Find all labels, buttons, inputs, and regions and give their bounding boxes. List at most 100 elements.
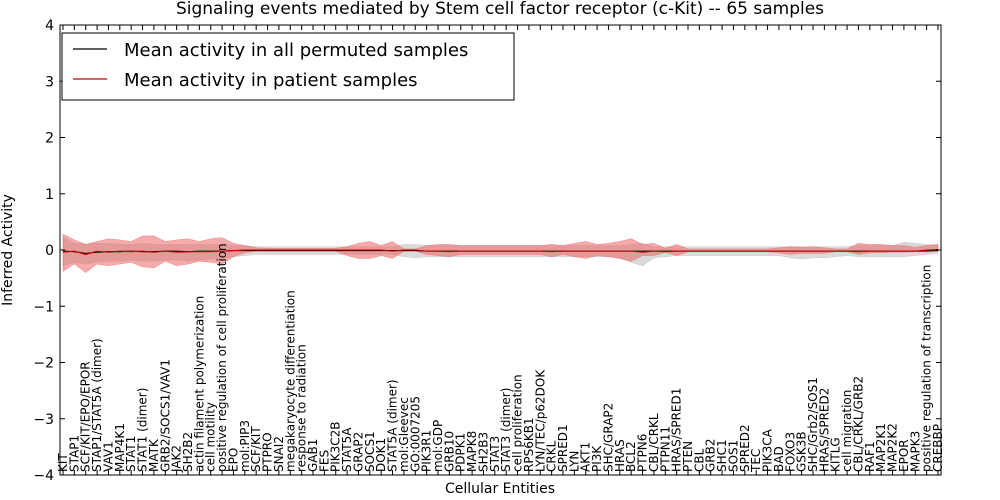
x-tick-label: HRAS/SPRED2 <box>817 388 831 472</box>
y-tick-label: 4 <box>45 18 54 34</box>
x-tick-label: cell migration <box>840 390 854 472</box>
y-tick-label: −2 <box>33 356 54 372</box>
x-tick-label: PTPRO <box>261 432 275 472</box>
x-tick-label: mol:PIP3 <box>238 420 252 472</box>
x-tick-label: PTPN6 <box>636 434 650 472</box>
x-tick-label: STAT1 (dimer) <box>136 388 150 472</box>
chart-title: Signaling events mediated by Stem cell f… <box>176 0 824 19</box>
x-tick-label: MAPK8 <box>465 431 479 472</box>
x-tick-label: KITLG <box>829 437 843 472</box>
x-tick-label: MATK <box>147 438 161 472</box>
x-tick-label: STAT5A <box>340 427 354 472</box>
x-tick-label: STAT1 <box>124 436 138 472</box>
x-tick-label: MAP4K1 <box>113 423 127 472</box>
x-tick-label: HRAS <box>613 439 627 472</box>
patient-mean-line <box>62 248 939 256</box>
x-tick-label: mol:Gleevec <box>397 397 411 472</box>
x-tick-label: PIK3C2B <box>329 421 343 472</box>
legend: Mean activity in all permuted samples Me… <box>61 32 515 101</box>
x-tick-label: LYN/TEC/p62DOK <box>533 369 547 472</box>
x-tick-label: VAV1 <box>101 441 115 472</box>
patient-band <box>62 233 939 273</box>
y-axis: −4 −3 −2 −1 0 1 2 3 4 <box>33 18 941 484</box>
y-tick-label: 0 <box>45 243 54 259</box>
x-tick-label: positive regulation of cell proliferatio… <box>215 243 229 472</box>
y-tick-label: 3 <box>45 74 54 90</box>
x-tick-label: SHC1 <box>715 439 729 472</box>
x-tick-label: STAT5A (dimer) <box>386 379 400 472</box>
x-tick-label: SPRED2 <box>738 424 752 472</box>
x-tick-label: PIK3CA <box>761 428 775 472</box>
x-tick-label: SH2B2 <box>181 432 195 472</box>
x-tick-label: GRB2/SOCS1/VAV1 <box>158 359 172 472</box>
x-tick-label: EPOR <box>897 439 911 472</box>
x-tick-label: BCL2 <box>624 441 638 472</box>
y-tick-label: 2 <box>45 131 54 147</box>
x-tick-label: PDPK1 <box>454 433 468 472</box>
x-tick-label: SHC/GRAP2 <box>601 403 615 472</box>
x-tick-label: GAB1 <box>306 439 320 472</box>
x-tick-label: AKT1 <box>579 442 593 472</box>
x-tick-label: RPS6KB1 <box>522 417 536 472</box>
x-tick-label: mol:GDP <box>431 420 445 472</box>
y-tick-label: −3 <box>33 412 54 428</box>
x-tick-label: EPO <box>226 448 240 472</box>
x-axis-label: Cellular Entities <box>445 481 555 497</box>
x-tick-label: GO:0007205 <box>408 396 422 472</box>
x-tick-label: CREBBP <box>931 424 945 472</box>
x-tick-label: GRB10 <box>442 431 456 472</box>
x-tick-label: STAP1/STAT5A (dimer) <box>90 338 104 472</box>
x-tick-label: SNAI2 <box>272 436 286 472</box>
x-tick-label: MAPK3 <box>908 431 922 472</box>
legend-label-patient: Mean activity in patient samples <box>124 70 418 91</box>
x-tick-label: HRAS/SPRED1 <box>670 388 684 472</box>
x-tick-label: GRB2 <box>704 438 718 472</box>
y-tick-label: −1 <box>33 299 54 315</box>
x-tick-label: response to radiation <box>295 344 309 472</box>
x-tick-label: SPRED1 <box>556 424 570 472</box>
x-tick-label: FES <box>317 450 331 472</box>
x-tick-label: SH2B3 <box>476 432 490 472</box>
x-tick-label: CBL <box>692 448 706 472</box>
legend-label-permuted: Mean activity in all permuted samples <box>124 40 468 61</box>
x-tick-label: GSK3B <box>795 431 809 472</box>
x-tick-label: FOXO3 <box>783 432 797 472</box>
x-tick-label: TEC <box>749 449 763 473</box>
x-tick-label: LYN <box>567 451 581 472</box>
x-tick-label: megakaryocyte differentiation <box>283 290 297 472</box>
x-tick-label: actin filament polymerization <box>192 296 206 472</box>
y-tick-label: −4 <box>33 468 54 484</box>
legend-box <box>61 32 515 101</box>
x-tick-label: DOK1 <box>374 438 388 472</box>
x-tick-label: CBL/CRKL <box>647 413 661 472</box>
x-tick-label: PTEN <box>681 441 695 472</box>
x-tick-label: PIK3R1 <box>420 430 434 472</box>
x-tick-label: PI3K <box>590 445 604 472</box>
y-axis-label: Inferred Activity <box>0 194 16 306</box>
x-tick-label: SCF/KIT <box>249 426 263 472</box>
x-tick-label: STAT3 <box>488 436 502 472</box>
x-tick-label: RAF1 <box>863 441 877 472</box>
x-tick-label: BAD <box>772 446 786 472</box>
x-tick-label: SHC/Grb2/SOS1 <box>806 377 820 472</box>
x-tick-label: SOS1 <box>726 440 740 472</box>
x-tick-label: JAK2 <box>170 445 184 473</box>
x-tick-label: MAP2K1 <box>874 423 888 472</box>
x-tick-label: PTPN11 <box>658 426 672 472</box>
y-tick-label: 1 <box>45 187 54 203</box>
x-tick-label: cell motility <box>204 402 218 472</box>
x-tick-label: GRAP2 <box>351 432 365 472</box>
x-tick-label: positive regulation of transcription <box>920 265 934 472</box>
x-tick-label: SCF/KIT/EPO/EPOR <box>79 361 93 472</box>
x-tick-label: CRKL <box>545 440 559 472</box>
x-tick-label: STAT3 (dimer) <box>499 388 513 472</box>
x-tick-label: SOCS1 <box>363 431 377 472</box>
x-tick-label: STAP1 <box>67 435 81 472</box>
x-tick-label: cell proliferation <box>511 374 525 472</box>
x-tick-label: KIT <box>56 453 70 472</box>
x-tick-label: MAP2K2 <box>886 423 900 472</box>
x-tick-label: CBL/CRKL/GRB2 <box>851 376 865 472</box>
plot-area <box>62 233 939 273</box>
